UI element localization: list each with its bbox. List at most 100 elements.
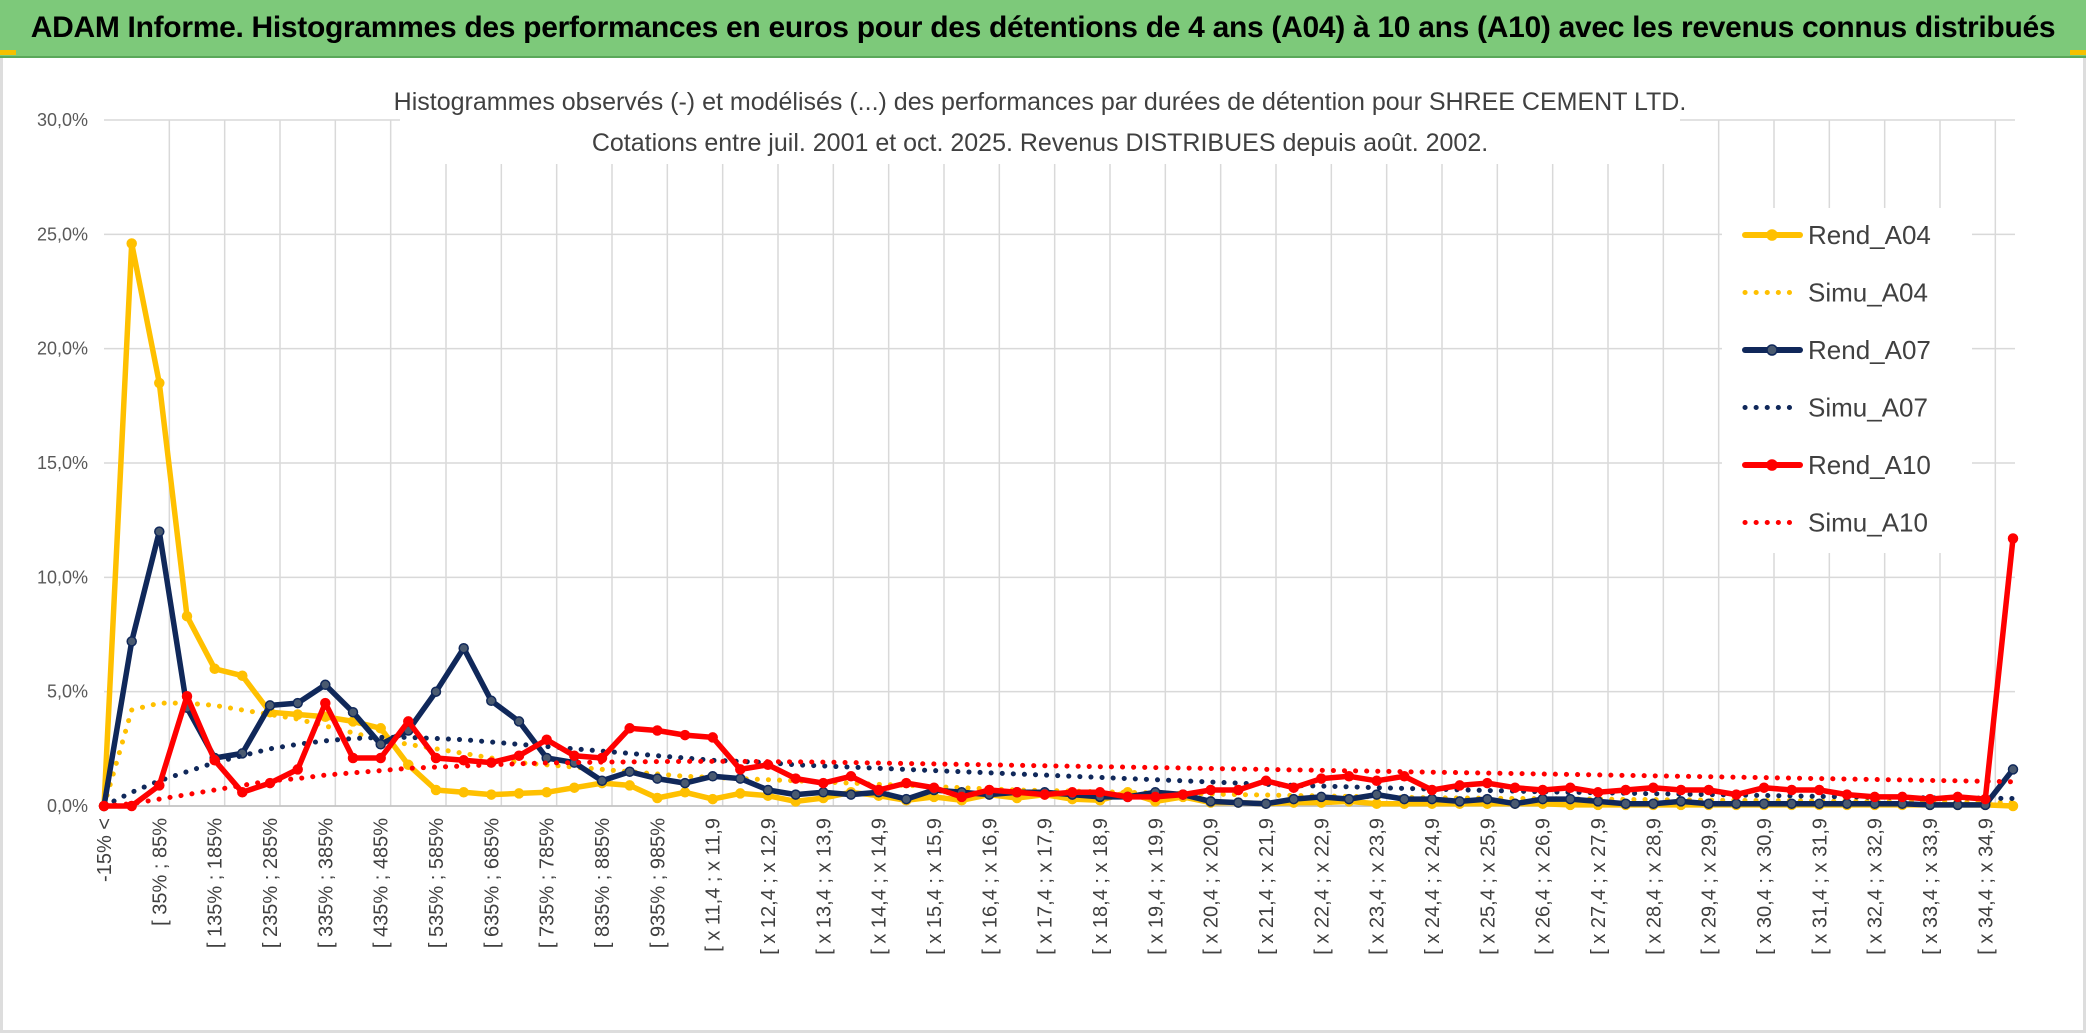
point-rend-a10 <box>1150 791 1161 803</box>
title-background <box>400 78 1680 164</box>
point-rend-a10 <box>1814 784 1825 796</box>
point-rend-a07 <box>126 636 137 647</box>
point-rend-a10 <box>1205 784 1216 796</box>
x-tick-label: [ x 24,4 ; x 24,9 <box>1422 818 1444 955</box>
x-tick-label: [ 635% ; 685% <box>481 818 503 948</box>
point-rend-a10 <box>735 764 746 775</box>
point-rend-a10 <box>1343 771 1355 782</box>
point-rend-a04 <box>237 670 248 681</box>
corner-accent-right <box>2070 50 2086 55</box>
point-rend-a04 <box>707 793 718 805</box>
x-tick-label: [ x 20,4 ; x 20,9 <box>1201 818 1223 955</box>
point-rend-a10 <box>209 755 220 766</box>
point-rend-a10 <box>1565 782 1576 793</box>
point-rend-a10 <box>1620 784 1631 796</box>
banner-title: ADAM Informe. Histogrammes des performan… <box>30 11 2056 44</box>
point-rend-a04 <box>375 723 386 734</box>
point-rend-a04 <box>1371 798 1382 809</box>
point-rend-a10 <box>928 782 940 793</box>
point-rend-a07 <box>1205 796 1216 807</box>
point-rend-a04 <box>735 788 746 799</box>
point-rend-a10 <box>541 734 552 745</box>
y-tick-label: 25,0% <box>37 224 88 244</box>
point-rend-a10 <box>1094 787 1106 798</box>
point-rend-a07 <box>320 679 331 691</box>
point-rend-a10 <box>1980 793 1991 805</box>
point-rend-a07 <box>486 695 497 707</box>
x-tick-label: [ 835% ; 885% <box>592 818 614 948</box>
chart-title-line-1: Histogrammes observés (-) et modélisés (… <box>394 88 1687 116</box>
point-rend-a07 <box>624 766 635 777</box>
point-rend-a10 <box>1869 791 1880 803</box>
point-rend-a07 <box>292 697 303 709</box>
x-tick-label: [ x 34,4 ; x 34,9 <box>1975 818 1997 955</box>
point-rend-a10 <box>513 750 525 761</box>
point-rend-a07 <box>1786 798 1797 809</box>
point-rend-a07 <box>264 700 276 711</box>
point-rend-a07 <box>1343 793 1355 805</box>
point-rend-a10 <box>1426 784 1438 796</box>
point-rend-a10 <box>1011 787 1023 798</box>
point-rend-a04 <box>154 377 165 389</box>
point-rend-a07 <box>1731 798 1742 809</box>
point-rend-a04 <box>569 782 580 793</box>
point-rend-a07 <box>1565 793 1576 805</box>
point-rend-a04 <box>513 788 525 799</box>
point-rend-a07 <box>707 771 718 782</box>
point-rend-a04 <box>679 787 691 798</box>
x-tick-label: [ 435% ; 485% <box>371 818 393 948</box>
point-rend-a10 <box>1067 787 1078 798</box>
y-tick-label: 20,0% <box>37 339 88 359</box>
point-rend-a07 <box>762 784 774 796</box>
point-rend-a07 <box>652 773 663 784</box>
x-tick-label: [ 535% ; 585% <box>426 818 448 948</box>
point-rend-a10 <box>984 784 995 796</box>
point-rend-a07 <box>1648 798 1659 809</box>
legend-label-simu-a07: Simu_A07 <box>1808 393 1928 423</box>
point-rend-a10 <box>2007 533 2019 544</box>
point-rend-a07 <box>1482 793 1493 805</box>
x-tick-label: [ x 12,4 ; x 12,9 <box>758 818 780 955</box>
point-rend-a10 <box>237 787 248 798</box>
point-rend-a10 <box>956 791 967 803</box>
y-tick-label: 15,0% <box>37 453 88 473</box>
banner: ADAM Informe. Histogrammes des performan… <box>0 0 2086 58</box>
point-rend-a07 <box>1260 798 1272 809</box>
point-rend-a10 <box>1648 782 1659 793</box>
point-rend-a04 <box>126 238 137 249</box>
x-tick-label: [ x 28,4 ; x 28,9 <box>1643 818 1665 955</box>
point-rend-a10 <box>1952 791 1963 803</box>
legend-label-rend-a07: Rend_A07 <box>1808 335 1931 365</box>
point-rend-a10 <box>1924 793 1936 805</box>
y-tick-label: 0,0% <box>47 796 88 816</box>
point-rend-a10 <box>1786 784 1797 796</box>
legend-background <box>1722 208 1972 553</box>
x-tick-label: [ x 18,4 ; x 18,9 <box>1090 818 1112 955</box>
point-rend-a10 <box>845 771 857 782</box>
point-rend-a10 <box>624 723 635 734</box>
x-tick-label: [ x 15,4 ; x 15,9 <box>924 818 946 955</box>
point-rend-a07 <box>1233 797 1244 808</box>
point-rend-a10 <box>1039 789 1050 800</box>
chart-title-layer: Histogrammes observés (-) et modélisés (… <box>394 78 1687 164</box>
x-tick-label: [ x 14,4 ; x 14,9 <box>869 818 891 955</box>
x-tick-label: [ 135% ; 185% <box>205 818 227 948</box>
point-rend-a10 <box>901 777 912 789</box>
point-rend-a10 <box>1731 789 1742 800</box>
point-rend-a10 <box>1841 789 1853 800</box>
chart-title-line-2: Cotations entre juil. 2001 et oct. 2025.… <box>592 129 1488 157</box>
point-rend-a10 <box>1537 784 1548 796</box>
point-rend-a07 <box>154 526 165 537</box>
point-rend-a10 <box>1454 780 1465 791</box>
point-rend-a10 <box>1675 784 1687 796</box>
point-rend-a07 <box>1814 798 1825 809</box>
x-tick-label: [ x 22,4 ; x 22,9 <box>1311 818 1333 955</box>
series-line-simu-a10 <box>101 758 2016 809</box>
point-rend-a07 <box>596 775 608 787</box>
x-tick-label: [ x 13,4 ; x 13,9 <box>813 818 835 955</box>
legend-marker-rend-a04 <box>1766 229 1778 241</box>
point-rend-a07 <box>1316 791 1327 803</box>
x-tick-label: -15% < <box>94 818 116 882</box>
legend-marker-rend-a10 <box>1766 459 1778 471</box>
point-rend-a07 <box>1371 789 1382 800</box>
